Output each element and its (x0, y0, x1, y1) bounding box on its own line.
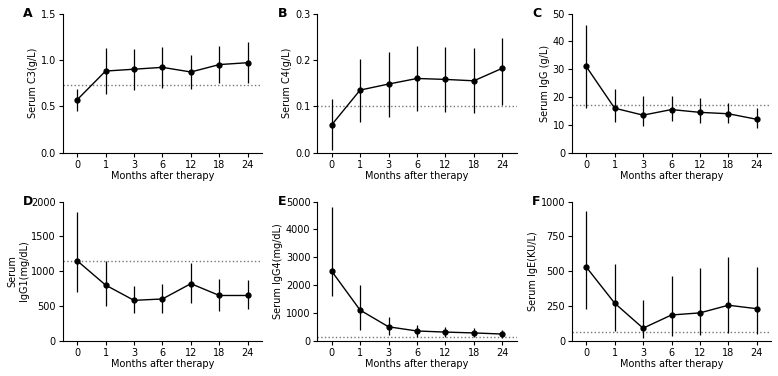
Y-axis label: Serum
IgG1(mg/dL): Serum IgG1(mg/dL) (7, 241, 29, 302)
X-axis label: Months after therapy: Months after therapy (110, 359, 214, 369)
Text: D: D (23, 194, 33, 208)
X-axis label: Months after therapy: Months after therapy (110, 171, 214, 181)
X-axis label: Months after therapy: Months after therapy (620, 171, 724, 181)
Text: F: F (532, 194, 541, 208)
Y-axis label: Serum C3(g/L): Serum C3(g/L) (28, 48, 38, 118)
Y-axis label: Serum C4(g/L): Serum C4(g/L) (282, 48, 293, 118)
Text: C: C (532, 6, 541, 20)
Y-axis label: Serum IgE(KU/L): Serum IgE(KU/L) (527, 231, 538, 311)
Y-axis label: Serum IgG4(mg/dL): Serum IgG4(mg/dL) (273, 223, 283, 319)
Y-axis label: Serum IgG (g/L): Serum IgG (g/L) (540, 45, 550, 122)
X-axis label: Months after therapy: Months after therapy (366, 171, 468, 181)
Text: B: B (278, 6, 287, 20)
Text: E: E (278, 194, 286, 208)
X-axis label: Months after therapy: Months after therapy (366, 359, 468, 369)
X-axis label: Months after therapy: Months after therapy (620, 359, 724, 369)
Text: A: A (23, 6, 33, 20)
